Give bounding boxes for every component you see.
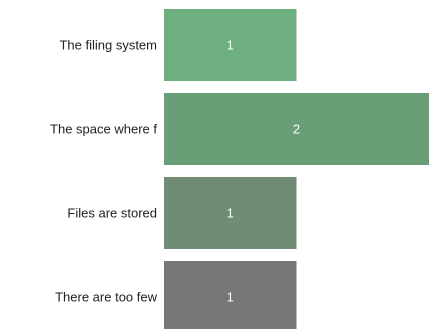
bar-value-label: 1 xyxy=(227,290,234,305)
labels-layer: 1 The filing system 2 The space where f 1 Fil… xyxy=(50,38,300,305)
bar-value-label: 1 xyxy=(227,38,234,53)
bar-value-label: 2 xyxy=(293,122,300,137)
category-label: The filing system xyxy=(59,38,157,53)
category-label: Files are stored xyxy=(67,206,157,221)
bar xyxy=(164,93,429,165)
bar xyxy=(164,9,297,81)
bar-value-label: 1 xyxy=(227,206,234,221)
bar xyxy=(164,261,297,329)
category-label: There are too few xyxy=(55,290,157,305)
bar xyxy=(164,177,297,249)
category-label: The space where f xyxy=(50,122,157,137)
bars-layer xyxy=(164,9,429,329)
